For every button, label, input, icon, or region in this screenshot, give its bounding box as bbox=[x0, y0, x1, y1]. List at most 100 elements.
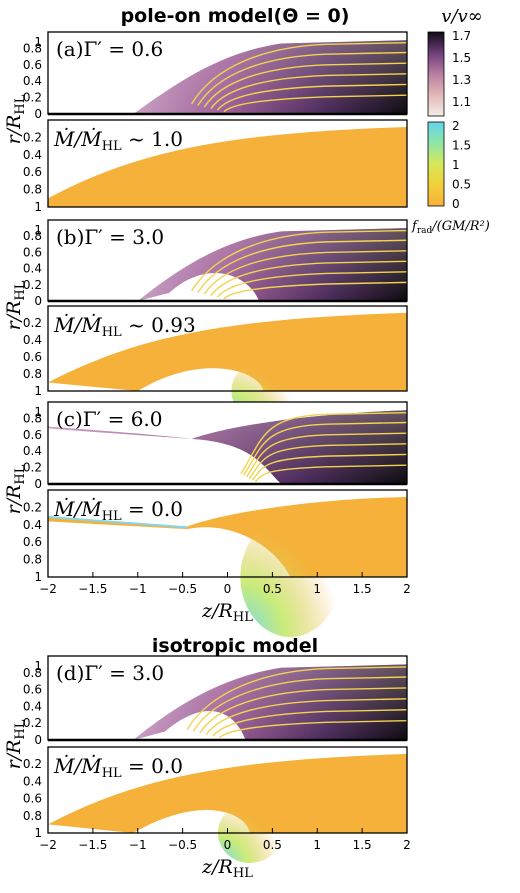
streamline bbox=[223, 281, 408, 300]
title-isotropic: isotropic model bbox=[152, 635, 318, 657]
streamline bbox=[192, 676, 408, 732]
streamline bbox=[240, 411, 408, 475]
tick-label: 1 bbox=[34, 570, 42, 584]
velocity-field-shade bbox=[133, 664, 407, 740]
tick-label: 1 bbox=[34, 223, 42, 237]
force-panel-frame bbox=[47, 119, 408, 208]
velocity-panel-frame bbox=[47, 219, 408, 302]
x-tick-label: 0.5 bbox=[263, 838, 282, 852]
streamline bbox=[197, 239, 408, 293]
x-tick-label: 0.5 bbox=[263, 582, 282, 596]
x-tick-label: 0 bbox=[224, 838, 232, 852]
force-colorbar-tick: 0 bbox=[452, 197, 460, 211]
panel-a: (a)Γ′ = 0.6Ṁ/ṀHL ~ 1.010.80.60.40.200.20… bbox=[3, 31, 408, 214]
tick-label: 1 bbox=[34, 405, 42, 419]
x-tick-label: −0.5 bbox=[168, 838, 197, 852]
streamline bbox=[205, 698, 408, 735]
tick-label: 1 bbox=[34, 35, 42, 49]
streamline bbox=[210, 260, 408, 297]
streamline bbox=[245, 432, 408, 478]
tick-label: 0.4 bbox=[23, 74, 42, 88]
tick-label: 1 bbox=[34, 826, 42, 840]
streamline bbox=[199, 687, 408, 734]
mdot-label: Ṁ/ṀHL = 0.0 bbox=[53, 754, 183, 781]
tick-label: 0.6 bbox=[23, 428, 42, 442]
streamline bbox=[254, 464, 408, 483]
streamline bbox=[191, 41, 408, 105]
velocity-colorbar-tick: 1.3 bbox=[452, 73, 471, 87]
tick-label: 0.4 bbox=[23, 444, 42, 458]
x-tick-label: −0.5 bbox=[168, 582, 197, 596]
force-panel-frame bbox=[47, 305, 408, 392]
force-colorbar-tick: 2 bbox=[452, 119, 460, 133]
streamline bbox=[203, 62, 408, 108]
force-field bbox=[48, 312, 407, 391]
tick-label: 1 bbox=[34, 200, 42, 214]
tick-label: 0.6 bbox=[23, 683, 42, 697]
streamline bbox=[251, 453, 408, 481]
force-field bbox=[48, 126, 407, 207]
streamline bbox=[216, 83, 408, 111]
velocity-panel-frame bbox=[47, 655, 408, 741]
streamline bbox=[243, 421, 408, 476]
velocity-field-shade bbox=[48, 410, 407, 484]
x-tick-label: 2 bbox=[403, 582, 411, 596]
x-tick-label: −2 bbox=[39, 582, 57, 596]
y-axis-label: r/RHL bbox=[3, 719, 28, 769]
velocity-field-shade bbox=[133, 40, 407, 115]
x-axis-label: z/RHL bbox=[201, 600, 253, 625]
x-tick-label: −1 bbox=[129, 838, 147, 852]
tick-label: 0.2 bbox=[23, 278, 42, 292]
x-tick-label: −1.5 bbox=[78, 838, 107, 852]
tick-label: 1 bbox=[34, 659, 42, 673]
tick-label: 0.6 bbox=[23, 350, 42, 364]
x-axis-label: z/RHL bbox=[201, 856, 253, 881]
y-axis-label: r/RHL bbox=[3, 94, 28, 144]
force-colorbar bbox=[427, 121, 445, 207]
tick-label: 0.4 bbox=[23, 333, 42, 347]
x-tick-label: −1 bbox=[129, 582, 147, 596]
velocity-panel-frame bbox=[47, 31, 408, 115]
streamline bbox=[223, 94, 408, 113]
tick-label: 0 bbox=[34, 477, 42, 491]
velocity-colorbar-tick: 1.1 bbox=[452, 95, 471, 109]
tick-label: 0 bbox=[34, 294, 42, 308]
tick-label: 0.8 bbox=[23, 183, 42, 197]
mdot-label: Ṁ/ṀHL = 0.0 bbox=[53, 497, 183, 524]
tick-label: 0.8 bbox=[23, 229, 42, 243]
tick-label: 0.2 bbox=[23, 500, 42, 514]
mdot-label: Ṁ/ṀHL ~ 1.0 bbox=[53, 127, 183, 154]
streamline bbox=[216, 271, 408, 298]
velocity-panel-frame bbox=[47, 401, 408, 485]
tick-label: 0.4 bbox=[23, 518, 42, 532]
tick-label: 0.2 bbox=[23, 716, 42, 730]
x-tick-label: 1 bbox=[313, 838, 321, 852]
tick-label: 0.2 bbox=[23, 461, 42, 475]
streamline bbox=[186, 666, 408, 731]
x-tick-label: 1 bbox=[313, 582, 321, 596]
velocity-colorbar-label: v/v∞ bbox=[441, 6, 482, 27]
title-pole-on: pole-on model(Θ = 0) bbox=[121, 5, 350, 27]
panel-label: (c)Γ′ = 6.0 bbox=[56, 407, 163, 431]
velocity-field-shade bbox=[137, 228, 407, 301]
tick-label: 0.6 bbox=[23, 792, 42, 806]
tick-label: 0.4 bbox=[23, 262, 42, 276]
tick-label: 0 bbox=[34, 107, 42, 121]
panel-label: (b)Γ′ = 3.0 bbox=[56, 225, 164, 249]
streamline bbox=[212, 709, 408, 737]
panel-b: (b)Γ′ = 3.0Ṁ/ṀHL ~ 0.9310.80.60.40.200.2… bbox=[3, 219, 408, 421]
force-colorbar-tick: 1 bbox=[452, 158, 460, 172]
tick-label: 0.8 bbox=[23, 553, 42, 567]
panel-c: (c)Γ′ = 6.0 Ṁ/ṀHL = 0.0 1 0.8 0.6 0.4 0.2 0 0.2 0… bbox=[3, 401, 411, 637]
x-tick-label: −2 bbox=[39, 838, 57, 852]
x-tick-label: 0 bbox=[224, 582, 232, 596]
force-colorbar-label: frad/(GM/R²) bbox=[411, 219, 490, 236]
tick-label: 1 bbox=[34, 384, 42, 398]
streamline bbox=[191, 229, 408, 292]
force-colorbar-tick: 1.5 bbox=[452, 139, 471, 153]
tick-label: 0.4 bbox=[23, 699, 42, 713]
tick-label: 0.6 bbox=[23, 245, 42, 259]
x-tick-label: 2 bbox=[403, 838, 411, 852]
tick-label: 0.8 bbox=[23, 809, 42, 823]
